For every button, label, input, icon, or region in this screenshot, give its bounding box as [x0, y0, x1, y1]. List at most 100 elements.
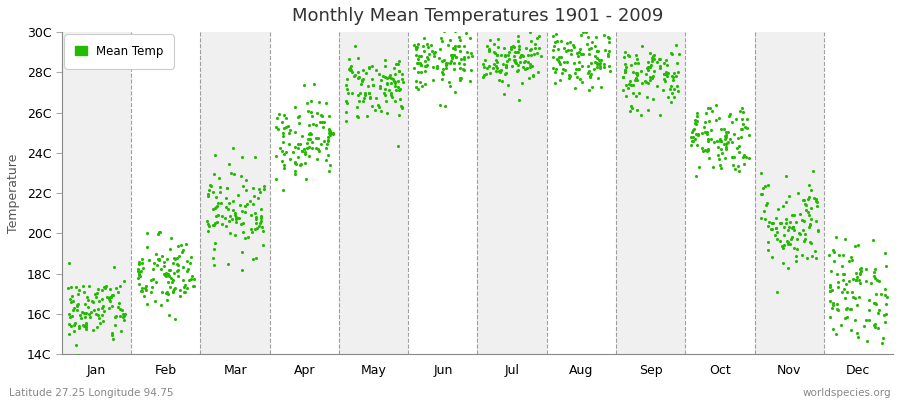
- Point: [573, 51, 588, 58]
- Point: [131, 271, 146, 277]
- Point: [86, 326, 100, 333]
- Point: [103, 294, 117, 300]
- Point: [92, 315, 106, 322]
- Point: [803, 239, 817, 246]
- Point: [176, 289, 191, 296]
- Point: [878, 250, 893, 256]
- Point: [524, 45, 538, 52]
- Point: [842, 278, 856, 284]
- Point: [721, 139, 735, 146]
- Point: [230, 214, 244, 220]
- Point: [501, 82, 516, 88]
- Point: [703, 104, 717, 111]
- Point: [824, 298, 838, 304]
- Point: [138, 284, 152, 291]
- Point: [148, 279, 163, 286]
- Point: [115, 314, 130, 320]
- Point: [374, 83, 388, 90]
- Point: [623, 108, 637, 114]
- Point: [159, 289, 174, 296]
- Point: [212, 189, 227, 196]
- Point: [146, 276, 160, 282]
- Point: [601, 52, 616, 59]
- Point: [495, 78, 509, 84]
- Point: [180, 258, 194, 264]
- Point: [627, 60, 642, 66]
- Point: [879, 300, 894, 307]
- Point: [652, 56, 667, 62]
- Point: [670, 88, 685, 94]
- Point: [283, 127, 297, 134]
- Point: [758, 183, 772, 189]
- Point: [369, 67, 383, 74]
- Point: [351, 69, 365, 76]
- Point: [852, 279, 867, 286]
- Point: [247, 193, 261, 200]
- Point: [256, 242, 270, 248]
- Point: [508, 48, 522, 55]
- Point: [521, 59, 535, 65]
- Point: [663, 83, 678, 89]
- Point: [292, 114, 306, 120]
- Point: [282, 141, 296, 147]
- Point: [435, 58, 449, 64]
- Point: [287, 128, 302, 135]
- Point: [857, 322, 871, 329]
- Point: [823, 252, 837, 258]
- Point: [806, 195, 821, 201]
- Point: [777, 242, 791, 248]
- Point: [447, 66, 462, 72]
- Point: [415, 82, 429, 89]
- Point: [687, 137, 701, 144]
- Point: [851, 334, 866, 340]
- Point: [799, 201, 814, 208]
- Point: [427, 52, 441, 59]
- Point: [505, 62, 519, 69]
- Point: [414, 53, 428, 60]
- Point: [760, 202, 774, 208]
- Point: [634, 80, 649, 87]
- Point: [709, 138, 724, 144]
- Point: [231, 192, 246, 198]
- Point: [453, 76, 467, 83]
- Point: [75, 309, 89, 316]
- Point: [590, 61, 604, 67]
- Point: [91, 312, 105, 318]
- Point: [454, 75, 468, 81]
- Point: [553, 59, 567, 65]
- Point: [457, 42, 472, 49]
- Point: [91, 306, 105, 312]
- Point: [775, 243, 789, 250]
- Point: [511, 38, 526, 44]
- Point: [642, 64, 656, 70]
- Point: [590, 60, 604, 66]
- Point: [288, 159, 302, 165]
- Point: [848, 243, 862, 250]
- Point: [351, 92, 365, 99]
- Point: [77, 310, 92, 316]
- Point: [134, 268, 148, 274]
- Point: [638, 78, 652, 84]
- Point: [270, 115, 284, 121]
- Point: [253, 188, 267, 195]
- Point: [424, 42, 438, 48]
- Point: [392, 68, 407, 74]
- Point: [220, 194, 234, 201]
- Point: [107, 314, 122, 320]
- Point: [838, 314, 852, 321]
- Point: [618, 67, 633, 73]
- Point: [95, 318, 110, 324]
- Point: [301, 136, 315, 142]
- Point: [162, 273, 176, 279]
- Point: [831, 279, 845, 286]
- Point: [742, 132, 756, 138]
- Point: [78, 320, 93, 326]
- Point: [212, 175, 227, 182]
- Point: [554, 54, 568, 60]
- Point: [727, 130, 742, 137]
- Point: [664, 72, 679, 79]
- Point: [67, 305, 81, 312]
- Point: [706, 164, 720, 170]
- Point: [555, 70, 570, 76]
- Point: [877, 312, 891, 319]
